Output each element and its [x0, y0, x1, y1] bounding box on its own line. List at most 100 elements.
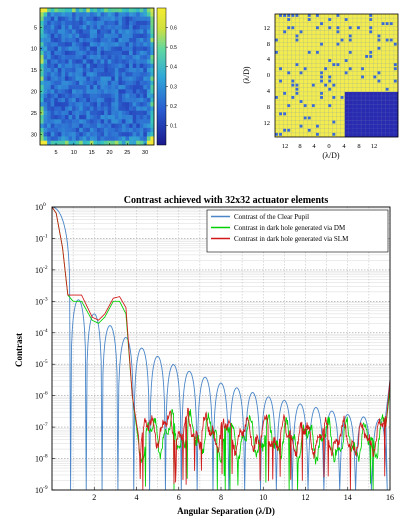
heatmap-cell [40, 50, 44, 56]
heatmap-cell [54, 55, 59, 60]
heatmap-cell [125, 25, 130, 30]
speckle-cell [275, 50, 278, 54]
heatmap-cell [64, 93, 69, 99]
dark-hole-cell [385, 96, 390, 101]
y-tick-label: 10 [35, 455, 43, 464]
heatmap-cell [61, 72, 66, 77]
dark-hole-x-tick-label: 0 [327, 143, 330, 150]
dark-hole-cell [361, 132, 366, 138]
heatmap-cell [118, 97, 123, 103]
heatmap-cell [93, 136, 98, 142]
heatmap-cell [107, 85, 112, 90]
heatmap-cell [61, 76, 66, 82]
heatmap-cell [75, 80, 80, 86]
heatmap-cell [129, 72, 133, 77]
heatmap-cell [139, 8, 144, 13]
dark-hole-cell [393, 112, 399, 117]
heatmap-cell [47, 80, 51, 86]
heatmap-cell [100, 80, 105, 86]
legend-items: Contrast of the Clear Pupil Contrast in d… [211, 213, 349, 243]
speckle-cell [328, 18, 332, 21]
dark-hole-cell [385, 128, 390, 134]
speckle-cell [365, 55, 369, 58]
dark-hole-cell [361, 91, 366, 97]
heatmap-cell [125, 8, 130, 13]
heatmap-cell [68, 80, 73, 86]
heatmap-cell [146, 25, 151, 30]
heatmap-cell [107, 67, 112, 73]
heatmap-cell [104, 85, 108, 90]
heatmap-cell [64, 55, 69, 60]
heatmap-cell [50, 8, 55, 13]
heatmap-cell [75, 59, 80, 64]
heatmap-cell [114, 89, 119, 94]
heatmap-cell [104, 102, 108, 107]
heatmap-cell [89, 20, 94, 26]
heatmap-cell [43, 123, 48, 129]
heatmap-cell [111, 93, 116, 99]
heatmap-cell [40, 76, 44, 82]
heatmap-cell [139, 119, 144, 124]
heatmap-cell [68, 93, 73, 99]
dark-hole-cell [385, 132, 390, 138]
heatmap-cell [121, 46, 126, 52]
dark-hole-cell [352, 104, 358, 109]
heatmap-cell [54, 115, 59, 120]
heatmap-cell [132, 29, 137, 34]
heatmap-cell [129, 63, 133, 69]
speckle-cell [361, 67, 364, 71]
heatmap-cell [150, 119, 155, 124]
speckle-cell [344, 18, 348, 21]
heatmap-cell [150, 97, 155, 103]
heatmap-cell [75, 136, 80, 142]
heatmap-cell [57, 80, 62, 86]
dark-hole-cell [381, 112, 386, 117]
heatmap-cell [54, 102, 59, 107]
heatmap-cell [146, 29, 151, 34]
x-tick-label: 10 [259, 493, 267, 502]
heatmap-cell [143, 37, 148, 43]
heatmap-cell [50, 25, 55, 30]
heatmap-cell [86, 25, 91, 30]
x-tick-label: 6 [177, 493, 181, 502]
heatmap-cell [75, 8, 80, 13]
speckle-cell [348, 67, 352, 71]
heatmap-cell [114, 85, 119, 90]
heatmap-cell [79, 89, 84, 94]
heatmap-cell [150, 106, 155, 112]
heatmap-cell [150, 37, 155, 43]
heatmap-cell [97, 110, 101, 116]
heatmap-cell [132, 72, 137, 77]
heatmap-cell [86, 97, 91, 103]
heatmap-cell [64, 29, 69, 34]
heatmap-cell [139, 50, 144, 56]
dark-hole-cell [385, 91, 390, 97]
heatmap-cell [118, 37, 123, 43]
heatmap-cell [93, 33, 98, 39]
x-axis-label: Angular Separation (λ/D) [177, 506, 275, 516]
heatmap-cell [118, 93, 123, 99]
heatmap-cell [132, 123, 137, 129]
heatmap-cell [68, 55, 73, 60]
heatmap-cell [107, 55, 112, 60]
heatmap-cell [93, 55, 98, 60]
heatmap-cell [57, 67, 62, 73]
heatmap-cell [132, 55, 137, 60]
heatmap-cell [50, 127, 55, 133]
speckle-cell [357, 26, 360, 30]
heatmap-cell [100, 67, 105, 73]
heatmap-cell [111, 89, 116, 94]
heatmap-cell [100, 140, 105, 146]
heatmap-cell [40, 93, 44, 99]
heatmap-cell [97, 20, 101, 26]
heatmap-cell [146, 140, 151, 146]
heatmap-cell [100, 55, 105, 60]
heatmap-cell [79, 132, 84, 137]
dark-hole-cell [344, 132, 349, 138]
speckle-cell [291, 26, 295, 30]
speckle-cell [385, 38, 389, 42]
heatmap-cell [57, 55, 62, 60]
heatmap-cell [121, 97, 126, 103]
heatmap-cell [125, 67, 130, 73]
heatmap-cell [97, 33, 101, 39]
